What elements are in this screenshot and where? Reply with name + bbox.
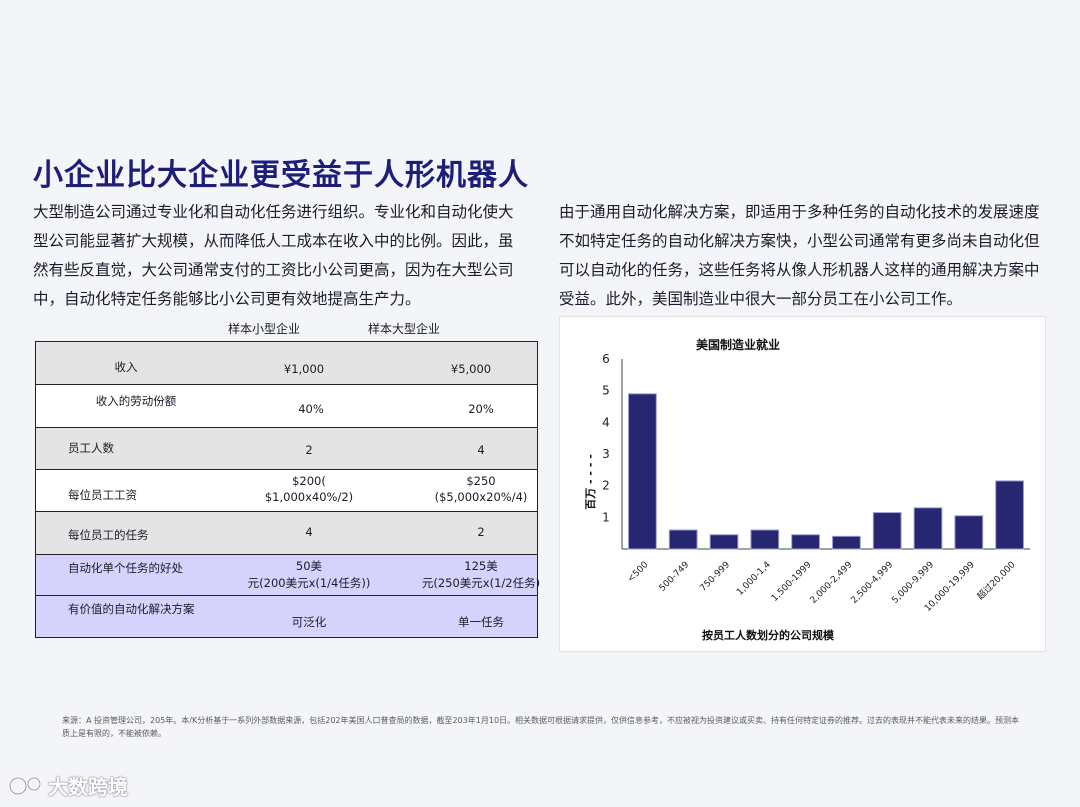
- table-row: 员工人数 2 4: [36, 428, 537, 470]
- watermark-logo-icon: [8, 776, 42, 795]
- bar: [954, 515, 984, 550]
- cell-large-line-2: 元(250美元x(1/2任务): [421, 576, 541, 590]
- cell-large: 单一任务: [458, 615, 504, 629]
- cell-small: ¥1,000: [283, 362, 325, 376]
- table-row: 每位员工的任务 4 2: [36, 512, 537, 555]
- row-label: 每位员工工资: [68, 488, 137, 502]
- table-row: 自动化单个任务的好处 50美 元(200美元x(1/4任务)) 125美 元(2…: [36, 555, 540, 596]
- x-tick-label: 1,000-1,4: [735, 560, 773, 598]
- x-tick-label: 5,000-9,999: [890, 560, 936, 606]
- chart-title: 美国制造业就业: [696, 337, 780, 352]
- table-row: 有价值的自动化解决方案 可泛化 单一任务: [36, 596, 537, 637]
- table-row: 收入的劳动份额 40% 20%: [36, 385, 537, 428]
- bar: [832, 535, 861, 550]
- x-tick-label: 1,500-1999: [770, 560, 814, 604]
- bar: [628, 393, 657, 550]
- comparison-table: 收入 ¥1,000 ¥5,000 收入的劳动份额 40% 20% 员工人数 2 …: [35, 341, 540, 638]
- cell-large: 20%: [468, 402, 494, 416]
- row-label: 每位员工的任务: [68, 528, 149, 542]
- row-label: 收入: [114, 360, 138, 374]
- y-tick-label: 4: [602, 415, 610, 429]
- y-tick-label: 3: [602, 447, 610, 461]
- row-label: 自动化单个任务的好处: [68, 561, 183, 575]
- bar: [668, 529, 698, 550]
- cell-small: 40%: [298, 402, 324, 416]
- bar: [913, 507, 943, 550]
- x-tick-label: 2,000-2,499: [809, 560, 855, 606]
- bar: [872, 512, 902, 550]
- cell-large-line-1: 125美: [464, 559, 498, 573]
- cell-large: 4: [477, 443, 485, 457]
- watermark: 大数跨境: [8, 771, 128, 800]
- cell-large: 2: [477, 525, 485, 539]
- cell-small-line-1: $200(: [292, 474, 326, 488]
- column-header-small: 样本小型企业: [228, 322, 301, 336]
- x-axis-label: 按员工人数划分的公司规模: [702, 628, 835, 642]
- y-tick-label: 1: [602, 510, 610, 524]
- cell-large: ¥5,000: [450, 362, 492, 376]
- cell-small: 2: [305, 443, 313, 457]
- x-tick-label: 超过20,000: [974, 558, 1018, 602]
- table-row: 每位员工工资 $200( $1,000x40%/2) $250 ($5,000x…: [36, 470, 537, 512]
- bar: [709, 534, 739, 550]
- table-row: 收入 ¥1,000 ¥5,000: [36, 342, 537, 385]
- x-tick-label: <500: [626, 560, 651, 585]
- cell-small-line-1: 50美: [295, 559, 323, 573]
- x-tick-label: 500-749: [658, 560, 692, 594]
- y-tick-label: 5: [602, 384, 610, 398]
- cell-small: 4: [305, 525, 313, 539]
- column-header-large: 样本大型企业: [368, 322, 441, 336]
- y-tick-group: 1 2 3 4 5 6: [602, 352, 610, 524]
- intro-paragraph-left: 大型制造公司通过专业化和自动化任务进行组织。专业化和自动化使大型公司能显著扩大规…: [33, 203, 514, 308]
- bar-chart: 美国制造业就业 百万 - - - - 按员工人数划分的公司规模 1 2 3 4 5 6 <…: [584, 337, 1030, 642]
- chart-panel: 美国制造业就业 百万 - - - - 按员工人数划分的公司规模 1 2 3 4 5 6 <…: [559, 316, 1046, 652]
- y-axis-label: 百万 - - - -: [584, 454, 597, 510]
- row-label: 有价值的自动化解决方案: [68, 602, 195, 616]
- cell-small-line-2: $1,000x40%/2): [264, 490, 354, 504]
- y-tick-label: 2: [602, 479, 610, 493]
- row-label: 收入的劳动份额: [95, 394, 177, 408]
- watermark-text: 大数跨境: [48, 775, 128, 799]
- bar-group: [628, 393, 1024, 550]
- x-tick-group: <500 500-749 750-999 1,000-1,41,500-19992,0…: [626, 558, 1018, 614]
- bar: [750, 529, 780, 550]
- intro-paragraph-right: 由于通用自动化解决方案，即适用于多种任务的自动化技术的发展速度不如特定任务的自动…: [559, 203, 1040, 308]
- cell-large-line-2: ($5,000x20%/4): [434, 490, 528, 504]
- cell-large-line-1: $250: [466, 474, 496, 488]
- cell-small-line-2: 元(200美元x(1/4任务)): [247, 576, 371, 590]
- page-title: 小企业比大企业更受益于人形机器人: [33, 158, 529, 193]
- x-tick-label: 2,500-4,999: [850, 560, 896, 606]
- cell-small: 可泛化: [291, 615, 327, 629]
- row-label: 员工人数: [68, 441, 114, 455]
- bar: [791, 534, 820, 550]
- y-tick-label: 6: [602, 352, 610, 366]
- x-tick-label: 750-999: [698, 560, 732, 594]
- source-note: 来源：A 投资管理公司，205年。本/K分析基于一系列外部数据来源，包括202年…: [62, 716, 1020, 738]
- bar: [995, 480, 1024, 550]
